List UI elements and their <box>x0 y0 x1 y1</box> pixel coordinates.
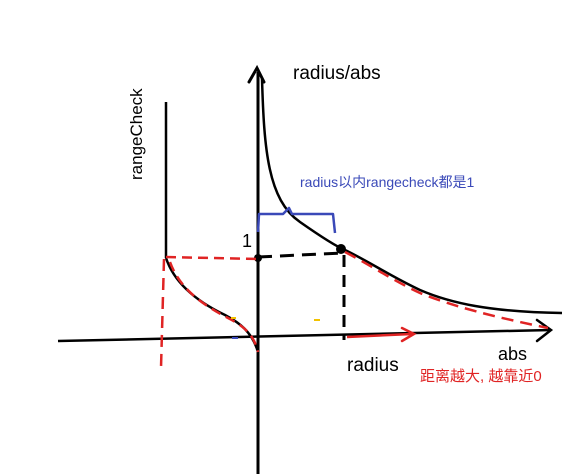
red-dashed-rangecheck-curve <box>168 261 260 353</box>
red-dashed-horizontal <box>165 255 259 261</box>
rangecheck-label: rangeCheck <box>127 88 146 180</box>
abs-label: abs <box>498 344 528 364</box>
red-direction-arrowhead <box>400 326 417 343</box>
dashed-horizontal-guide <box>257 251 343 259</box>
title-label: radius/abs <box>293 63 381 84</box>
red-dashed-radius-curve <box>344 250 549 330</box>
radius-label: radius <box>347 355 399 376</box>
y-axis-point <box>254 254 262 262</box>
x-axis-arrow <box>535 318 554 343</box>
intersection-point <box>336 244 346 254</box>
y-axis-arrow <box>247 64 266 84</box>
x-axis <box>57 328 552 343</box>
red-direction-arrow <box>346 332 413 339</box>
radius-abs-curve <box>260 77 563 315</box>
red-dashed-vertical <box>159 258 166 369</box>
radius-range-bracket <box>256 206 337 234</box>
blue-note: radius以内rangecheck都是1 <box>300 174 475 190</box>
one-label: 1 <box>242 231 253 251</box>
red-note: 距离越大, 越靠近0 <box>420 368 542 385</box>
